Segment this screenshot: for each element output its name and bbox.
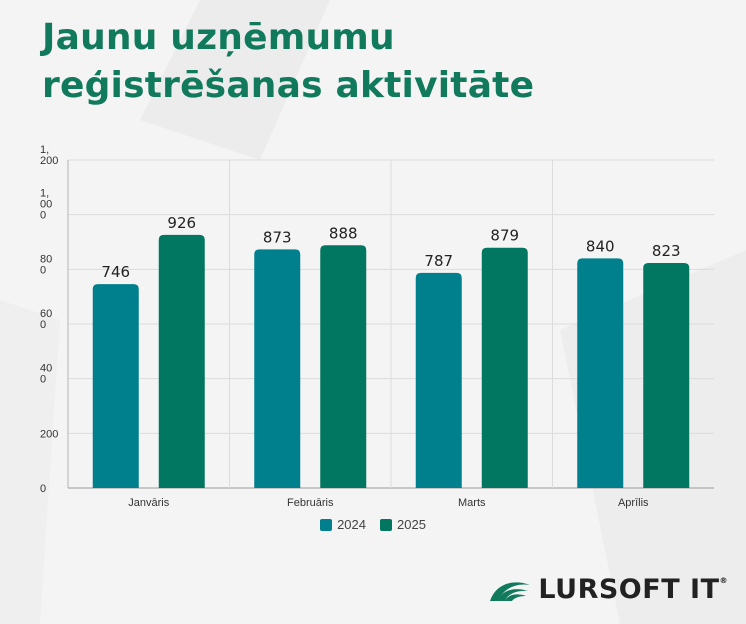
legend-item-2024: 2024 [320, 517, 366, 532]
chart-legend: 2024 2025 [0, 517, 746, 532]
x-tick-label-2: Marts [458, 497, 486, 509]
data-label-2024-0: 746 [101, 263, 130, 281]
bar-2024-2 [415, 272, 462, 488]
data-label-2024-3: 840 [586, 237, 615, 255]
y-tick-label-600: 60 0 [40, 308, 52, 331]
bar-2025-1 [320, 245, 367, 488]
legend-label-2025: 2025 [397, 517, 426, 532]
bar-2025-0 [158, 234, 205, 488]
lursoft-logo: LURSOFT IT® [488, 574, 728, 605]
data-label-2025-2: 879 [490, 227, 519, 245]
y-tick-label-1200: 1, 200 [40, 144, 58, 167]
x-tick-label-3: Aprīlis [618, 497, 649, 509]
logo-wave-icon [490, 581, 531, 601]
legend-item-2025: 2025 [380, 517, 426, 532]
x-tick-label-0: Janvāris [128, 497, 169, 509]
legend-label-2024: 2024 [337, 517, 366, 532]
bar-2024-0 [92, 284, 139, 488]
bar-2025-3 [643, 263, 690, 488]
legend-swatch-2024 [320, 518, 333, 531]
y-tick-label-200: 200 [40, 428, 58, 440]
y-tick-label-800: 80 0 [40, 253, 52, 276]
page-title: Jaunu uzņēmumu reģistrēšanas aktivitāte [42, 14, 534, 110]
y-tick-label-0: 0 [40, 483, 46, 495]
bar-2024-1 [254, 249, 301, 488]
data-label-2024-2: 787 [424, 252, 453, 270]
title-line-1: Jaunu uzņēmumu [42, 17, 395, 58]
y-tick-label-400: 40 0 [40, 363, 52, 386]
bar-2025-2 [481, 247, 528, 488]
data-label-2025-0: 926 [167, 214, 196, 232]
bar-2024-3 [577, 258, 624, 488]
logo-registered-mark: ® [719, 576, 728, 585]
y-tick-label-1000: 1, 00 0 [40, 188, 52, 222]
x-tick-label-1: Februāris [287, 497, 334, 509]
data-label-2025-3: 823 [652, 242, 681, 260]
data-label-2025-1: 888 [329, 224, 358, 242]
legend-swatch-2025 [380, 518, 392, 531]
logo-text: LURSOFT IT® [538, 574, 728, 605]
data-label-2024-1: 873 [263, 228, 292, 246]
title-line-2: reģistrēšanas aktivitāte [42, 65, 535, 106]
